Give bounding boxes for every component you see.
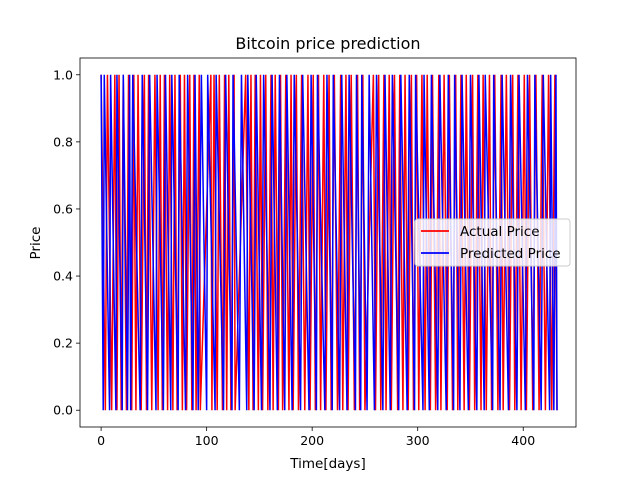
plot-area-frame xyxy=(79,57,577,428)
legend-label-actual: Actual Price xyxy=(460,224,540,240)
legend-box xyxy=(414,218,571,267)
x-axis: 0 100 200 300 400 xyxy=(97,427,535,448)
y-tick-label: 0.0 xyxy=(53,403,73,418)
y-tick-label: 0.2 xyxy=(53,336,73,351)
y-axis: 0.0 0.2 0.4 0.6 0.8 1.0 xyxy=(53,67,80,418)
y-axis-label: Price xyxy=(28,227,44,260)
legend-label-predicted: Predicted Price xyxy=(460,246,561,262)
y-tick-label: 1.0 xyxy=(53,67,73,82)
x-tick-label: 0 xyxy=(97,433,105,448)
y-tick-label: 0.8 xyxy=(53,134,73,149)
chart-title: Bitcoin price prediction xyxy=(235,34,420,53)
x-axis-label: Time[days] xyxy=(289,456,365,472)
legend: Actual Price Predicted Price xyxy=(414,218,571,267)
x-tick-label: 400 xyxy=(511,433,535,448)
x-tick-label: 300 xyxy=(406,433,430,448)
x-tick-label: 100 xyxy=(195,433,219,448)
y-tick-label: 0.4 xyxy=(53,269,73,284)
series-line-actual-price xyxy=(100,74,558,411)
y-tick-label: 0.6 xyxy=(53,201,73,216)
x-tick-label: 200 xyxy=(300,433,324,448)
